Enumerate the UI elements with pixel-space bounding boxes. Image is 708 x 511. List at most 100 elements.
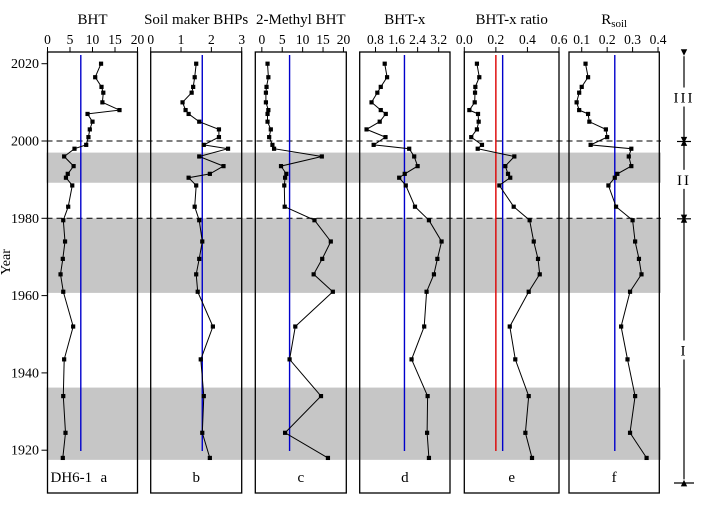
data-point — [266, 107, 271, 113]
x-tick-label: 0 — [44, 32, 51, 47]
x-tick-label: 2 — [208, 32, 215, 47]
series-line-e — [468, 63, 541, 459]
x-tick-label: 0 — [258, 32, 265, 47]
data-point — [192, 75, 197, 80]
series-markers-f — [574, 61, 649, 461]
x-tick-label: 10 — [86, 32, 100, 47]
data-point — [87, 127, 92, 132]
data-point — [216, 127, 222, 132]
data-point — [311, 272, 316, 277]
data-point — [194, 183, 199, 188]
zone-label-II: II — [677, 173, 691, 189]
data-point — [198, 357, 203, 362]
data-point — [197, 256, 202, 261]
data-point — [477, 75, 482, 80]
data-point — [629, 146, 634, 151]
x-tick-label: 0.2 — [599, 32, 616, 47]
data-point — [186, 111, 191, 117]
panel-letter-e: e — [508, 470, 515, 486]
data-point — [383, 135, 388, 140]
x-tick-label: 3 — [238, 32, 245, 47]
data-point — [117, 107, 122, 113]
x-tick-label: 20 — [337, 32, 351, 47]
data-point — [287, 357, 292, 362]
data-point — [426, 218, 432, 223]
data-point — [497, 183, 502, 188]
data-point — [180, 100, 185, 105]
data-point — [472, 100, 477, 105]
panel-c-title: 2-Methyl BHT — [256, 12, 346, 28]
data-point — [526, 393, 531, 399]
data-point — [201, 393, 206, 399]
data-point — [469, 135, 474, 140]
data-point — [384, 75, 390, 80]
data-point — [62, 239, 68, 244]
data-point — [382, 61, 387, 66]
zone-III: III — [674, 49, 695, 146]
data-point — [318, 393, 324, 399]
data-point — [627, 430, 633, 435]
data-point — [63, 175, 69, 180]
x-tick-label: 10 — [296, 32, 310, 47]
series-markers-e — [467, 61, 542, 461]
data-point — [431, 272, 437, 277]
data-point — [90, 119, 95, 124]
data-point — [577, 107, 582, 113]
data-point — [507, 324, 512, 329]
year-tick-label: 1960 — [11, 289, 39, 304]
data-point — [587, 119, 592, 124]
data-point — [397, 175, 402, 180]
panel-e-title: BHT-x ratio — [475, 12, 547, 28]
data-point — [473, 84, 478, 89]
data-point — [63, 430, 68, 435]
data-point — [284, 171, 289, 176]
data-point — [378, 107, 383, 113]
data-point — [61, 289, 66, 294]
x-tick-label: 0.4 — [650, 32, 667, 47]
data-point — [508, 175, 513, 180]
panel-letter-f: f — [612, 470, 617, 486]
panel-f-title-sub: soil — [611, 18, 627, 30]
x-tick-label: 3.2 — [430, 32, 447, 47]
data-point — [513, 357, 518, 362]
data-point — [476, 119, 481, 124]
year-tick-label: 1940 — [11, 366, 39, 381]
x-tick-label: 0.4 — [519, 32, 536, 47]
data-point — [577, 90, 582, 95]
data-point — [588, 142, 593, 147]
data-point — [537, 272, 542, 277]
x-tick-label: 0.3 — [624, 32, 641, 47]
data-point — [312, 218, 317, 223]
data-point — [474, 127, 480, 132]
panel-d-border — [359, 51, 451, 494]
data-point — [58, 272, 63, 277]
data-point — [60, 455, 65, 461]
data-point — [98, 61, 104, 66]
panel-letter-c: c — [297, 470, 304, 486]
data-point — [439, 239, 444, 244]
data-point — [603, 127, 608, 132]
data-point — [200, 239, 205, 244]
data-point — [435, 256, 440, 261]
data-point — [225, 146, 231, 151]
data-point — [512, 154, 517, 159]
data-point — [412, 154, 417, 159]
data-point — [579, 84, 584, 89]
data-point — [319, 154, 324, 159]
data-point — [475, 146, 480, 151]
panel-f-title: Rsoil — [601, 12, 627, 30]
panel-a-title: BHT — [78, 12, 108, 28]
data-point — [101, 90, 106, 95]
year-axis: 2020 2000 1980 1960 1940 1920 Year — [0, 57, 48, 459]
data-point — [605, 135, 610, 140]
data-point — [282, 430, 288, 435]
data-point — [626, 154, 631, 159]
zone-label-III: III — [674, 91, 695, 107]
data-point — [375, 90, 380, 95]
data-point — [62, 154, 67, 159]
data-point — [505, 171, 511, 176]
panel-f-border — [568, 51, 660, 494]
data-point — [583, 61, 588, 66]
data-point — [70, 183, 75, 188]
